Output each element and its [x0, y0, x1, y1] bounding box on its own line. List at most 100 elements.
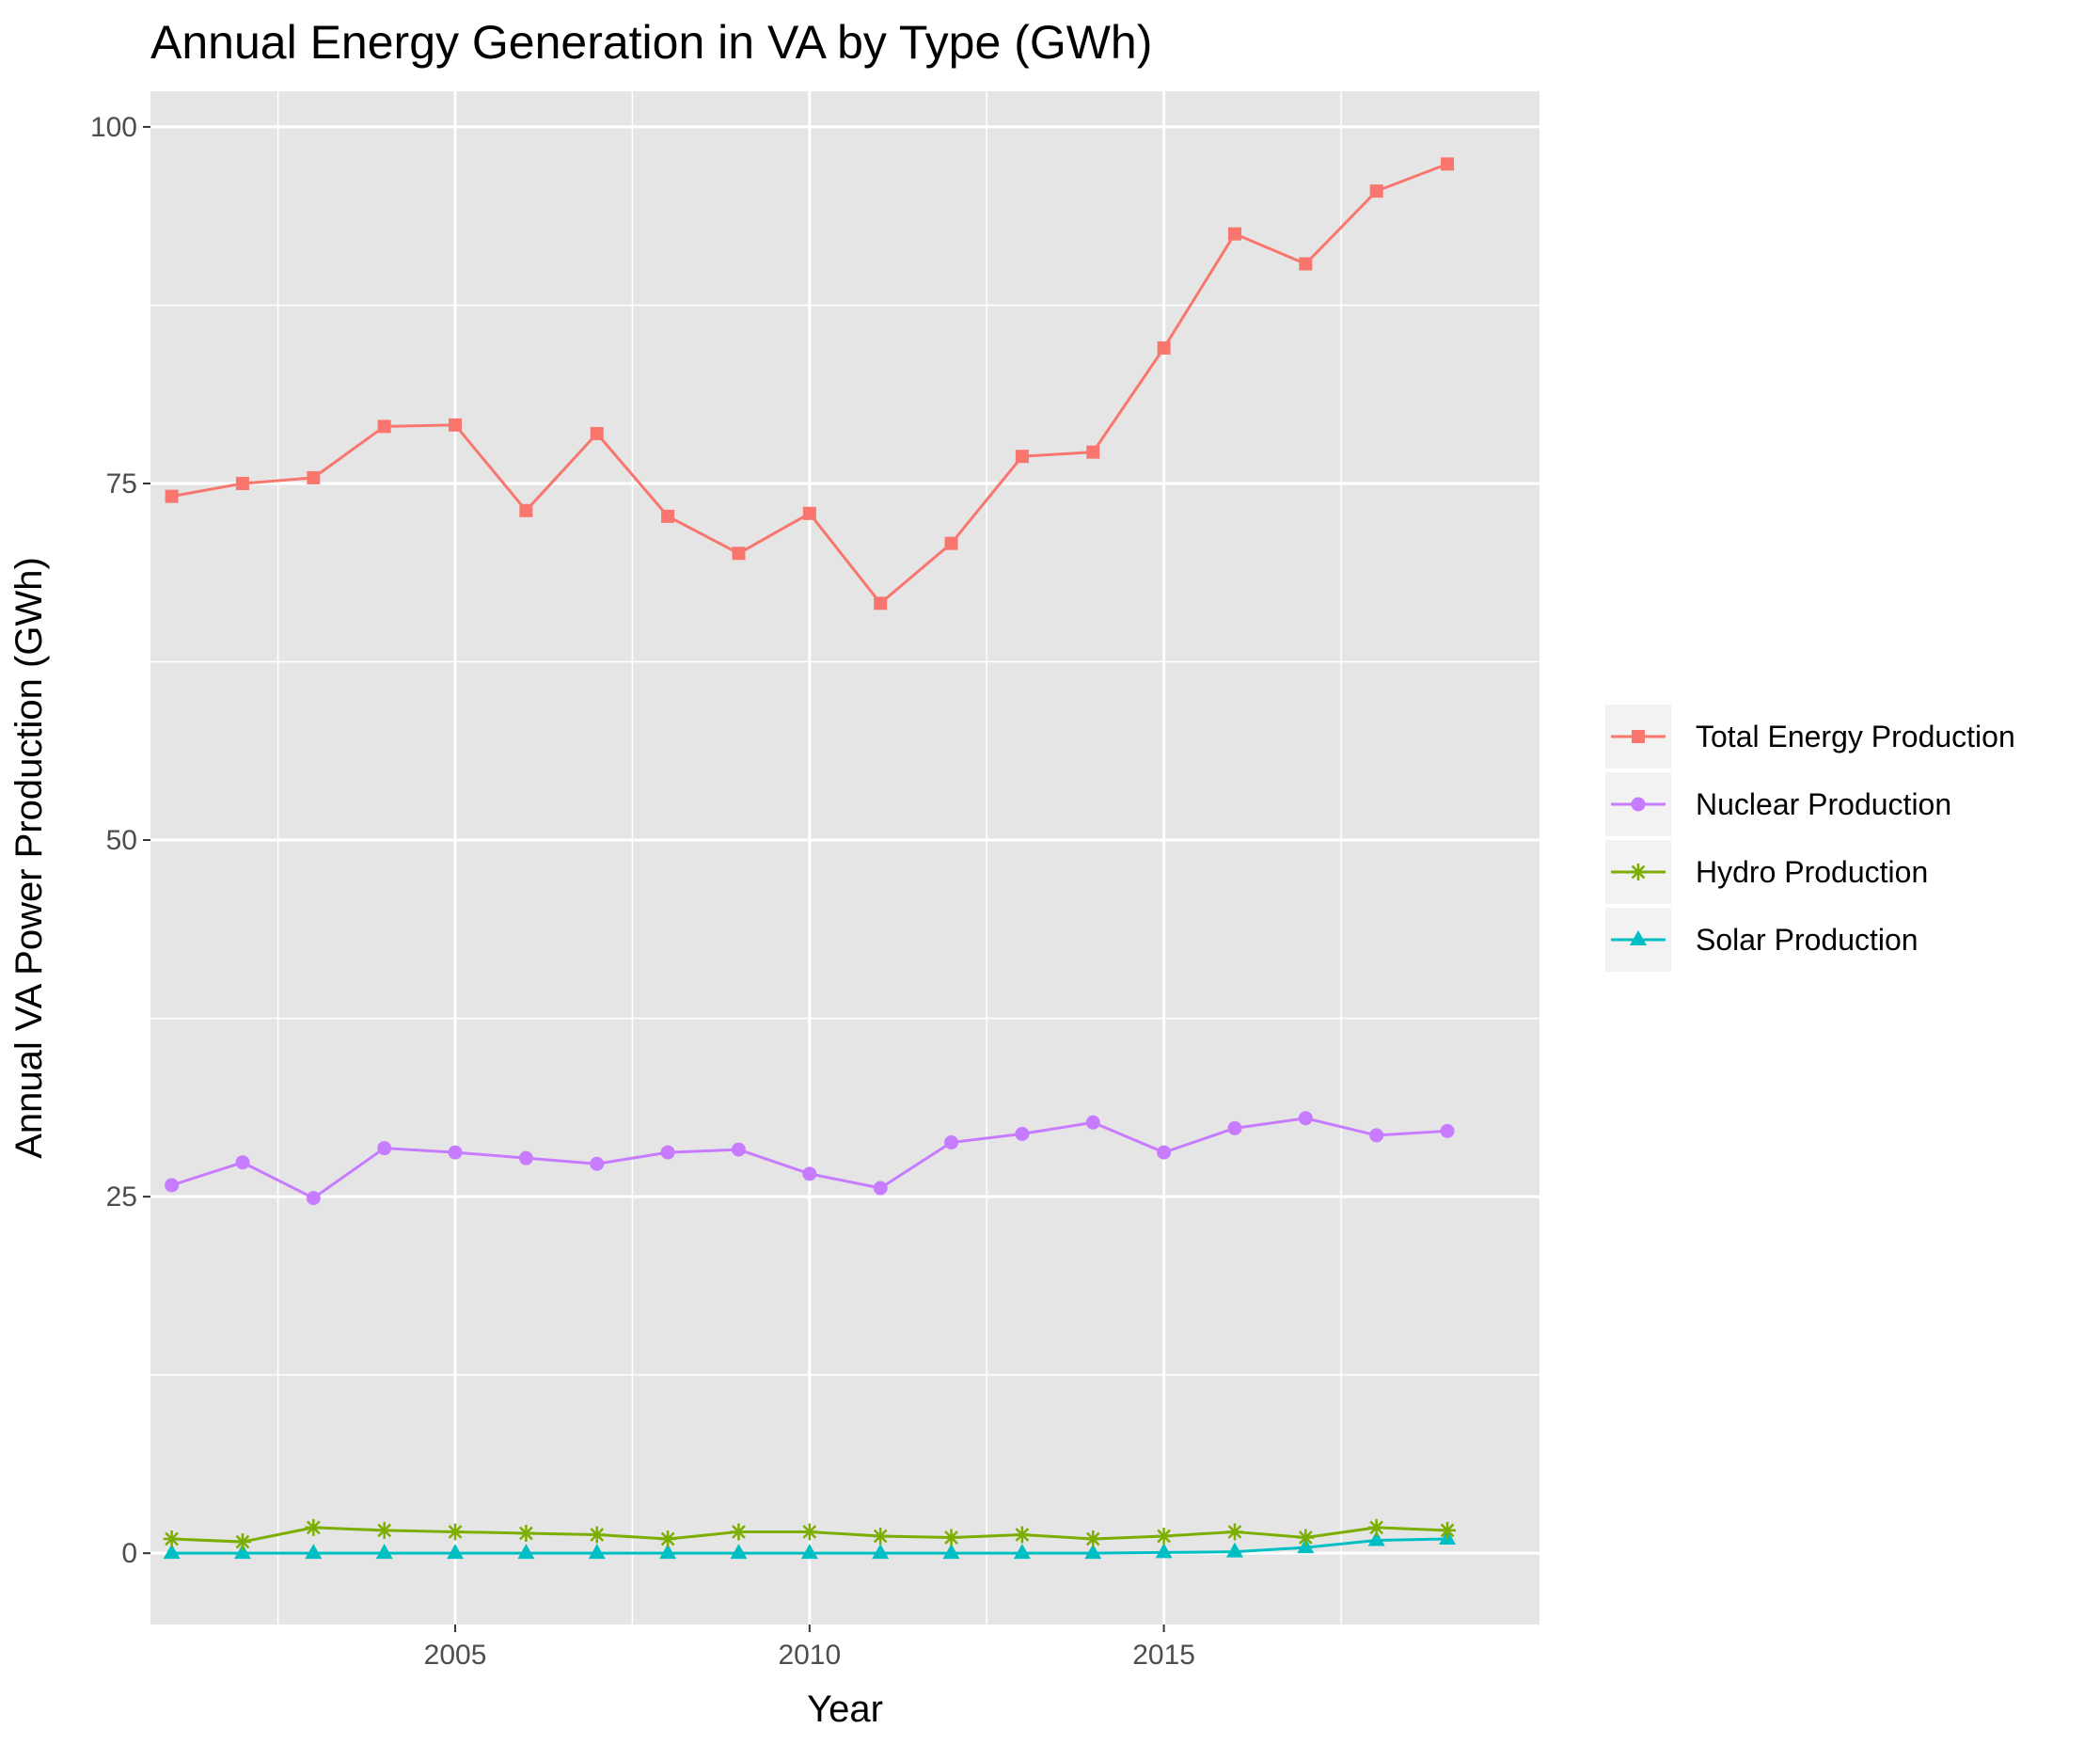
data-point [1227, 1120, 1242, 1135]
y-tick-label: 0 [121, 1538, 137, 1569]
data-point [1225, 1523, 1243, 1541]
data-point [447, 1523, 465, 1541]
data-point [1299, 257, 1313, 271]
x-tick-label: 2010 [778, 1640, 841, 1671]
data-point [590, 1156, 605, 1171]
data-point [517, 1544, 535, 1560]
data-point [1297, 1529, 1315, 1546]
data-point [1225, 1542, 1243, 1558]
data-point [1084, 1530, 1102, 1548]
data-point [305, 1518, 323, 1536]
y-tick-label: 25 [106, 1181, 137, 1213]
data-point [942, 1544, 960, 1560]
data-point [873, 1181, 888, 1196]
legend-item: Hydro Production [1605, 840, 1928, 904]
data-point [235, 1155, 250, 1170]
data-point [305, 1544, 323, 1560]
data-point [449, 418, 463, 432]
plot-panel [150, 91, 1539, 1625]
tick-labels: 0 25 50 75 100 2005 2010 2015 [90, 112, 1195, 1671]
data-point [307, 470, 321, 484]
data-point [800, 1523, 818, 1541]
data-point [944, 536, 958, 550]
data-point [518, 1150, 533, 1165]
data-point [1085, 1115, 1100, 1130]
legend-key-marker [1631, 797, 1646, 812]
legend-key-marker [1630, 930, 1647, 945]
series-hydro-production [163, 1518, 1457, 1551]
series-nuclear-production [165, 1111, 1455, 1206]
data-point [944, 1134, 959, 1149]
data-point [1015, 450, 1029, 464]
data-point [375, 1521, 393, 1539]
data-point [163, 1530, 181, 1548]
data-point [588, 1526, 606, 1544]
data-point [872, 1527, 890, 1545]
data-point [1013, 1544, 1031, 1560]
data-point [802, 1166, 817, 1181]
y-axis-title: Annual VA Power Production (GWh) [8, 557, 50, 1159]
data-point [1367, 1518, 1385, 1536]
legend: Total Energy Production Nuclear Productio… [1605, 705, 2015, 972]
data-point [730, 1544, 748, 1560]
data-point [660, 1145, 675, 1160]
y-tick-label: 75 [106, 468, 137, 499]
legend-item: Nuclear Production [1605, 772, 1951, 836]
data-point [1155, 1527, 1173, 1545]
data-point [732, 547, 746, 561]
data-point [375, 1544, 393, 1560]
data-point [1155, 1543, 1173, 1559]
data-point [1367, 1530, 1385, 1546]
x-tick-label: 2005 [424, 1640, 487, 1671]
data-point [377, 1141, 392, 1156]
x-tick-label: 2015 [1132, 1640, 1195, 1671]
data-point [377, 420, 391, 434]
data-point [517, 1524, 535, 1542]
data-point [165, 1178, 180, 1193]
legend-key-marker [1630, 864, 1647, 880]
data-point [1227, 227, 1241, 241]
data-point [731, 1142, 746, 1157]
data-point [165, 489, 179, 503]
legend-key-marker [1632, 730, 1645, 743]
data-point [590, 426, 604, 440]
data-point [306, 1191, 321, 1206]
legend-label: Total Energy Production [1696, 720, 2015, 753]
legend-item: Total Energy Production [1605, 705, 2015, 769]
legend-label: Nuclear Production [1696, 787, 1951, 821]
legend-label: Hydro Production [1696, 855, 1928, 889]
data-point [1013, 1526, 1031, 1544]
data-point [659, 1544, 677, 1560]
data-point [233, 1544, 251, 1560]
y-tick-label: 100 [90, 112, 137, 143]
data-point [730, 1523, 748, 1541]
series-total-energy-production [165, 157, 1455, 610]
data-point [519, 503, 533, 517]
y-tick-label: 50 [106, 825, 137, 856]
data-point [659, 1530, 677, 1548]
legend-item: Solar Production [1605, 908, 1918, 972]
data-point [800, 1544, 818, 1560]
data-point [1298, 1111, 1313, 1126]
data-point [233, 1533, 251, 1551]
data-point [588, 1544, 606, 1560]
data-point [447, 1544, 465, 1560]
data-point [1440, 1123, 1455, 1138]
data-point [1157, 341, 1171, 355]
data-point [661, 509, 675, 523]
data-point [163, 1544, 181, 1560]
chart-title: Annual Energy Generation in VA by Type (… [150, 16, 1152, 69]
axis-ticks [143, 125, 1165, 1632]
data-point [1086, 445, 1100, 459]
data-point [942, 1529, 960, 1546]
x-axis-title: Year [807, 1689, 883, 1730]
series-solar-production [163, 1530, 1457, 1560]
data-point [448, 1145, 463, 1160]
data-point [1369, 184, 1383, 198]
data-point [1157, 1145, 1172, 1160]
data-point [235, 476, 249, 490]
series-layer [163, 157, 1457, 1560]
data-point [1439, 1521, 1457, 1539]
data-point [874, 596, 888, 610]
